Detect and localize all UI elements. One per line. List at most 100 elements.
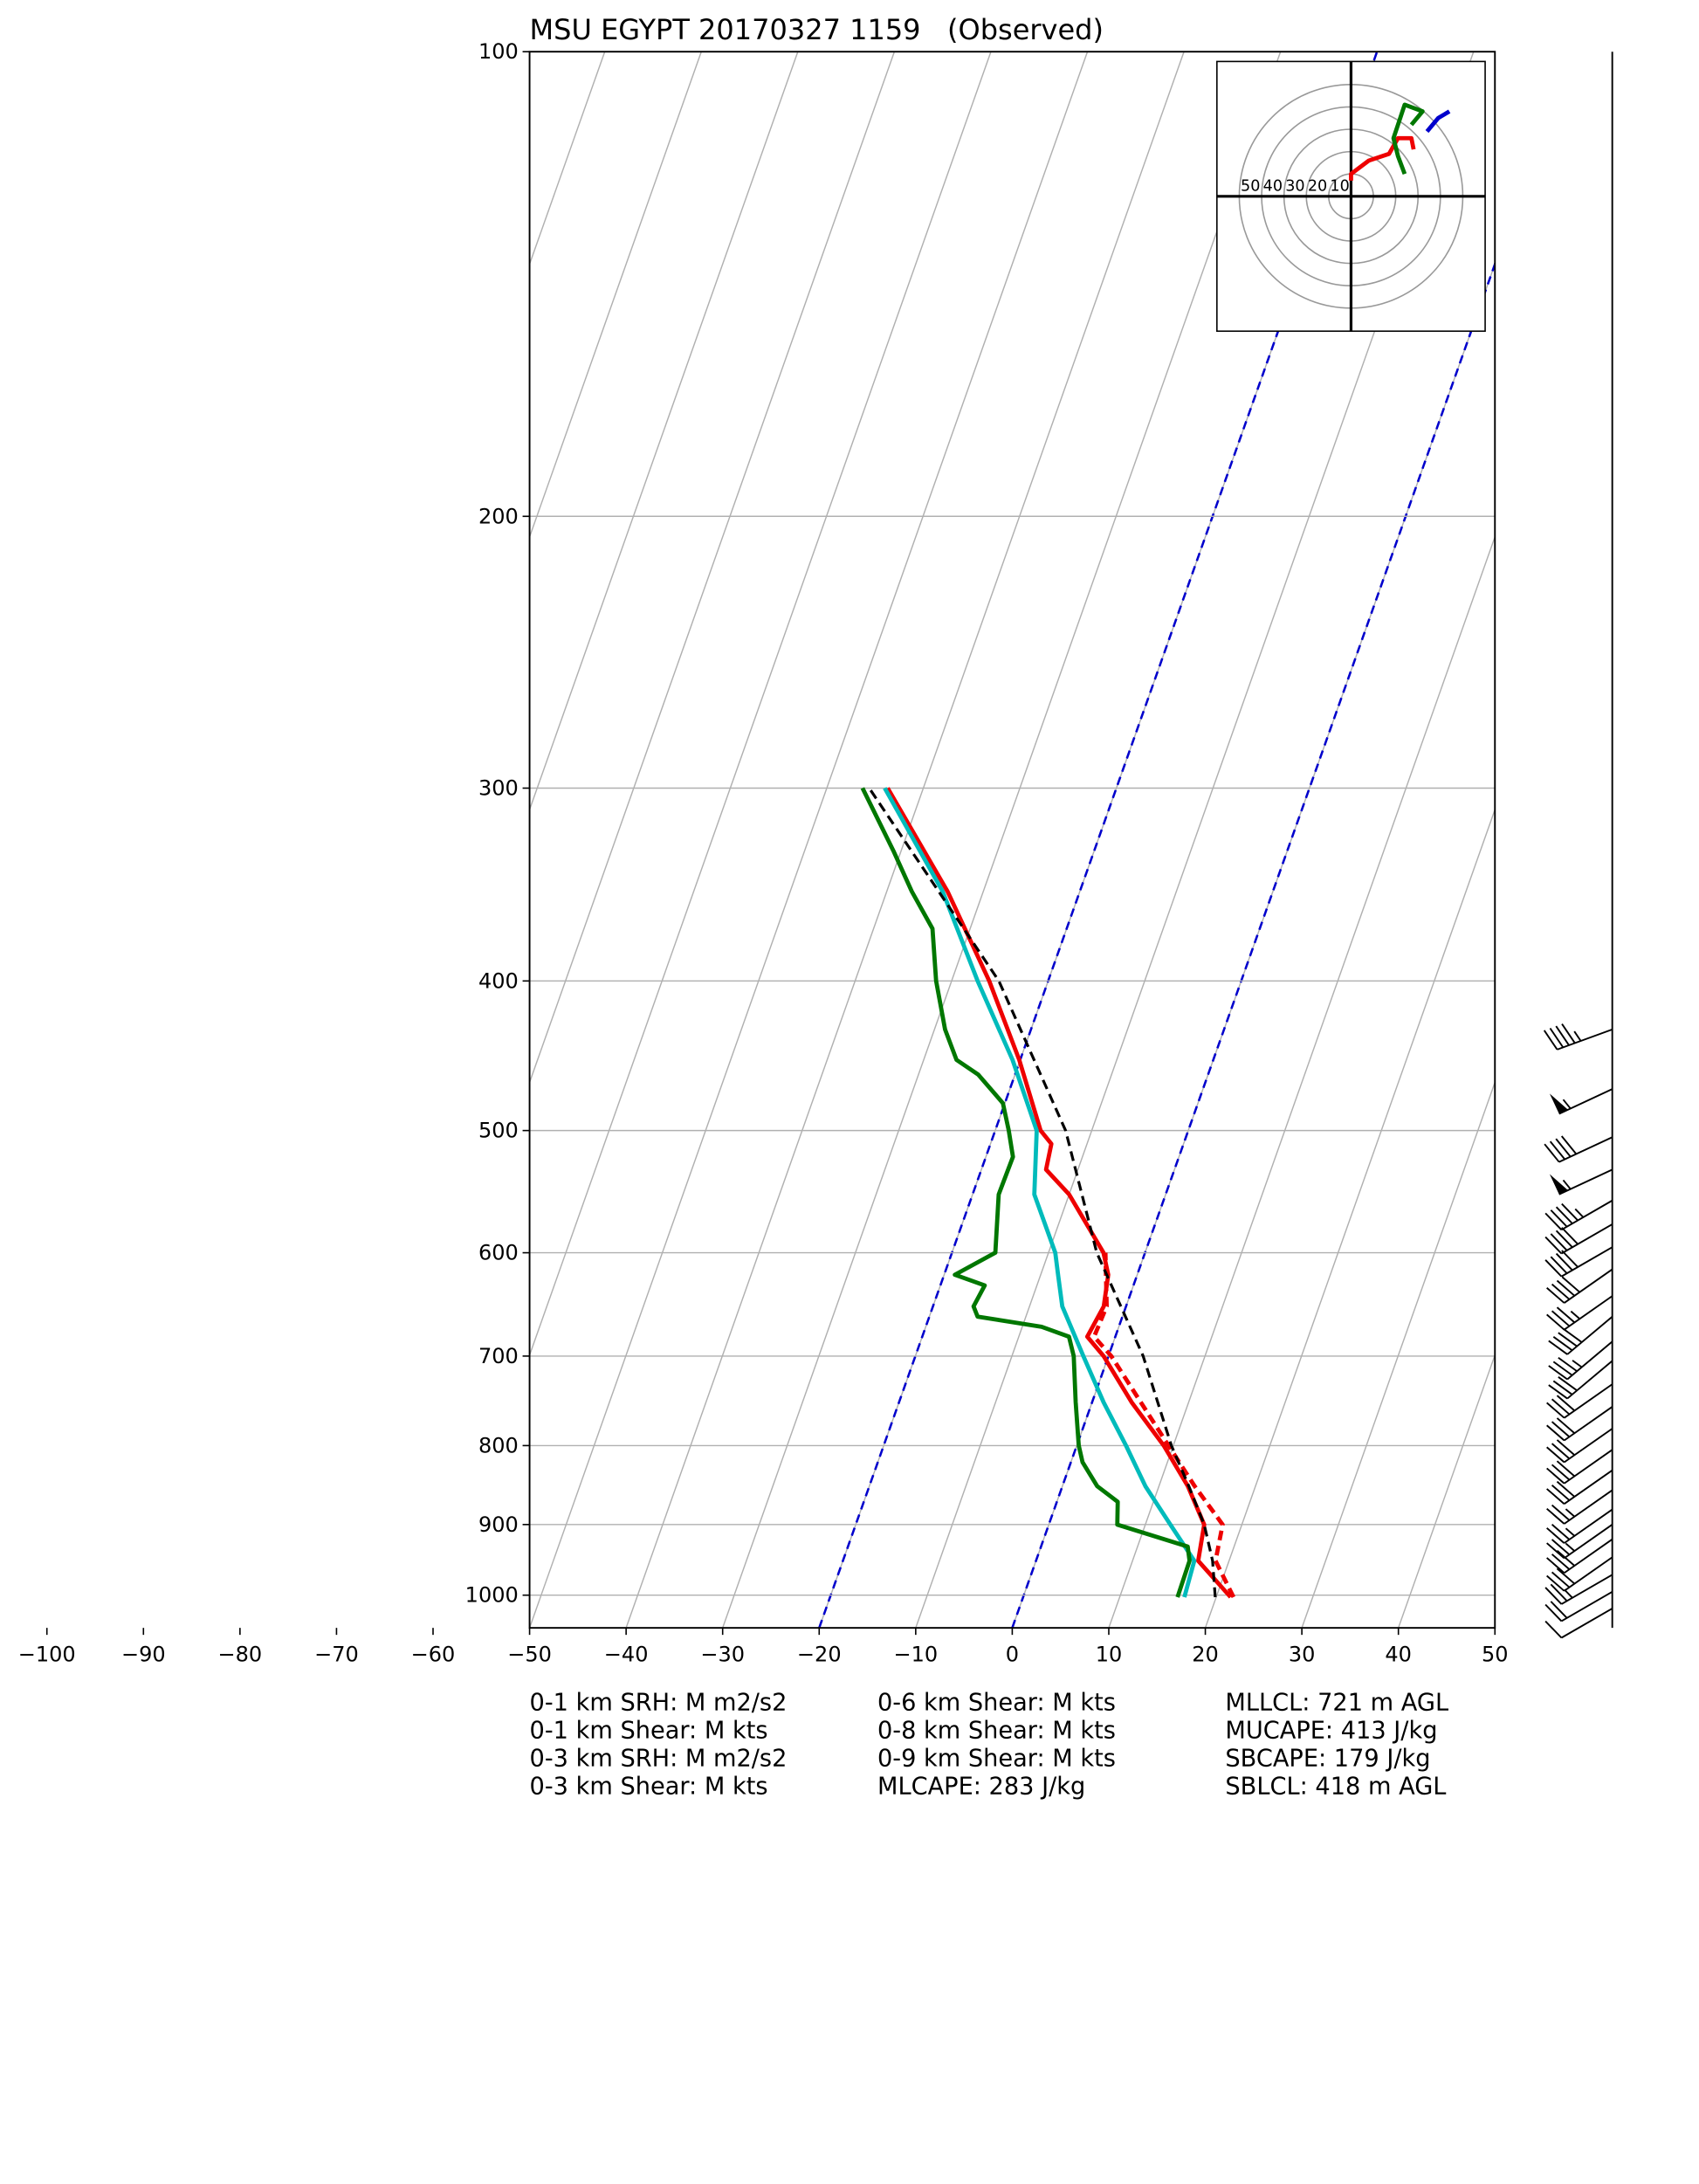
x-tick-label: 10 xyxy=(1096,1643,1123,1667)
isotherm xyxy=(722,52,1282,1629)
barb-full xyxy=(1551,1485,1571,1501)
barb-staff xyxy=(1566,1340,1613,1381)
barb-full xyxy=(1544,1587,1563,1605)
stat-text: 0-1 km Shear: M kts xyxy=(530,1718,768,1745)
x-tick-label: 0 xyxy=(1006,1643,1019,1667)
wind-barb xyxy=(1548,1360,1613,1400)
wind-barb xyxy=(1544,1135,1613,1163)
barb-full xyxy=(1558,1356,1578,1373)
wind-barb xyxy=(1546,1538,1613,1574)
x-tick-label: −20 xyxy=(797,1643,842,1667)
barb-half xyxy=(1564,1588,1573,1599)
barb-full xyxy=(1549,1027,1565,1048)
x-tick-label: −70 xyxy=(314,1643,359,1667)
barb-half xyxy=(1570,1310,1580,1320)
barb-full xyxy=(1556,1460,1576,1478)
hodograph-ring-label: 50 xyxy=(1241,177,1260,195)
barb-staff xyxy=(1566,1316,1613,1355)
stat-text: MLLCL: 721 m AGL xyxy=(1225,1690,1448,1717)
barb-half xyxy=(1565,1508,1576,1518)
barb-staff xyxy=(1558,1088,1613,1115)
barb-staff xyxy=(1564,1428,1613,1464)
stat-text: 0-3 km SRH: M m2/s2 xyxy=(530,1746,788,1773)
barb-full xyxy=(1555,1252,1573,1271)
x-tick-label: −10 xyxy=(894,1643,939,1667)
barb-half xyxy=(1573,1030,1582,1042)
hodograph: 50 40 30 20 10 xyxy=(1216,60,1486,333)
barb-full xyxy=(1555,1206,1573,1224)
stat-text: 0-6 km Shear: M kts xyxy=(877,1690,1116,1717)
barb-full xyxy=(1561,1227,1579,1245)
isotherm xyxy=(1204,807,1496,1629)
isotherm xyxy=(1108,534,1496,1629)
profile-line xyxy=(1091,1252,1236,1599)
barb-full xyxy=(1550,1256,1568,1274)
barb-full xyxy=(1550,1233,1568,1251)
barb-full xyxy=(1546,1402,1565,1419)
stat-text: 0-8 km Shear: M kts xyxy=(877,1718,1116,1745)
wind-barb xyxy=(1544,1246,1613,1278)
y-tick-label: 100 xyxy=(478,39,519,64)
x-tick-label: 20 xyxy=(1192,1643,1219,1667)
barb-staff xyxy=(1560,1574,1613,1605)
barb-full xyxy=(1544,1620,1563,1639)
barb-half xyxy=(1565,1542,1576,1552)
barb-full xyxy=(1556,1549,1576,1567)
barb-full xyxy=(1552,1361,1573,1376)
barb-staff xyxy=(1566,1360,1613,1400)
y-tick-label: 500 xyxy=(478,1119,519,1143)
barb-full xyxy=(1556,1306,1576,1324)
barb-full xyxy=(1556,1279,1576,1297)
barb-full xyxy=(1555,1230,1573,1248)
wind-barb xyxy=(1546,1268,1613,1304)
barb-full xyxy=(1546,1574,1565,1592)
hodograph-ring-label: 10 xyxy=(1330,177,1349,195)
barb-full xyxy=(1551,1310,1571,1327)
barb-full xyxy=(1551,1421,1571,1438)
barb-full xyxy=(1546,1507,1565,1525)
barb-full xyxy=(1551,1398,1571,1416)
barb-full xyxy=(1556,1395,1576,1412)
barb-half xyxy=(1562,1179,1572,1190)
barb-full xyxy=(1555,1138,1572,1158)
stat-text: MUCAPE: 413 J/kg xyxy=(1225,1718,1437,1745)
barb-full xyxy=(1546,1313,1565,1331)
barb-full xyxy=(1544,1143,1560,1163)
isotherm xyxy=(0,52,508,1628)
barb-full xyxy=(1544,1236,1563,1255)
hodograph-ring-label: 40 xyxy=(1263,177,1283,195)
barb-full xyxy=(1549,1140,1566,1161)
barb-full xyxy=(1551,1571,1571,1588)
x-tick-label: −80 xyxy=(218,1643,263,1667)
barb-staff xyxy=(1564,1556,1613,1592)
barb-staff xyxy=(1564,1524,1613,1560)
barb-staff xyxy=(1564,1295,1613,1331)
barb-staff xyxy=(1560,1246,1613,1278)
profile-line xyxy=(868,787,1217,1598)
barb-full xyxy=(1561,1023,1576,1044)
barb-staff xyxy=(1557,1028,1613,1051)
profile-line xyxy=(885,787,1233,1599)
barb-full xyxy=(1561,1250,1579,1268)
barb-staff xyxy=(1564,1538,1613,1574)
wind-barb xyxy=(1546,1406,1613,1442)
barb-full xyxy=(1552,1336,1573,1352)
x-tick-label: −40 xyxy=(604,1643,649,1667)
barb-full xyxy=(1546,1467,1565,1485)
x-tick-label: −30 xyxy=(700,1643,745,1667)
barb-full xyxy=(1561,1276,1580,1293)
barb-full xyxy=(1544,1259,1563,1278)
isotherm xyxy=(529,52,896,1085)
barb-staff xyxy=(1558,1136,1613,1163)
barb-full xyxy=(1546,1287,1565,1304)
barb-full xyxy=(1551,1443,1571,1460)
x-tick-label: −100 xyxy=(18,1643,76,1667)
plot-frame xyxy=(528,51,1496,1629)
y-tick-label: 600 xyxy=(478,1241,519,1265)
wind-barb xyxy=(1546,1428,1613,1464)
wind-barb xyxy=(1546,1295,1613,1331)
y-tick-label: 300 xyxy=(478,776,519,801)
wind-barb xyxy=(1548,1316,1613,1355)
stat-text: MLCAPE: 283 J/kg xyxy=(877,1774,1085,1801)
